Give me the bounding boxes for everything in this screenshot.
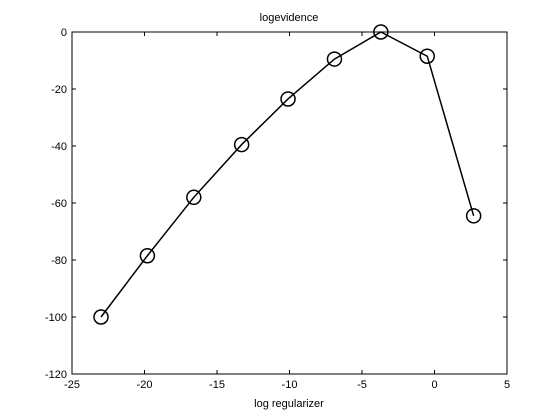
y-tick-label: -100 bbox=[45, 312, 67, 324]
x-tick-label: -15 bbox=[209, 379, 225, 391]
x-tick-label: -25 bbox=[64, 379, 80, 391]
data-point bbox=[419, 48, 435, 64]
x-tick-label: -10 bbox=[282, 379, 298, 391]
y-tick-label: 0 bbox=[61, 27, 67, 39]
data-point bbox=[93, 309, 109, 325]
data-point bbox=[233, 136, 250, 153]
chart-title: logevidence bbox=[260, 12, 319, 24]
x-tick-label: 5 bbox=[504, 379, 510, 391]
series-line bbox=[100, 31, 475, 318]
y-tick-label: -120 bbox=[45, 369, 67, 381]
plot-area: -25 -20 -15 -10 -5 0 5 0 -20 -40 -60 -80 -100 -120 bbox=[45, 24, 510, 391]
x-tick-label: -5 bbox=[357, 379, 367, 391]
data-point bbox=[280, 91, 296, 107]
y-tick-label: -40 bbox=[51, 141, 67, 153]
data-point bbox=[326, 51, 343, 67]
x-tick-label: -20 bbox=[137, 379, 153, 391]
x-tick-label: 0 bbox=[431, 379, 437, 391]
y-tick-label: -60 bbox=[51, 198, 67, 210]
data-point bbox=[139, 247, 156, 264]
data-point bbox=[186, 189, 202, 206]
data-point bbox=[465, 208, 482, 224]
y-tick-label: -20 bbox=[51, 84, 67, 96]
x-axis-label: log regularizer bbox=[254, 398, 324, 410]
data-point bbox=[373, 24, 389, 40]
y-tick-label: -80 bbox=[51, 255, 67, 267]
